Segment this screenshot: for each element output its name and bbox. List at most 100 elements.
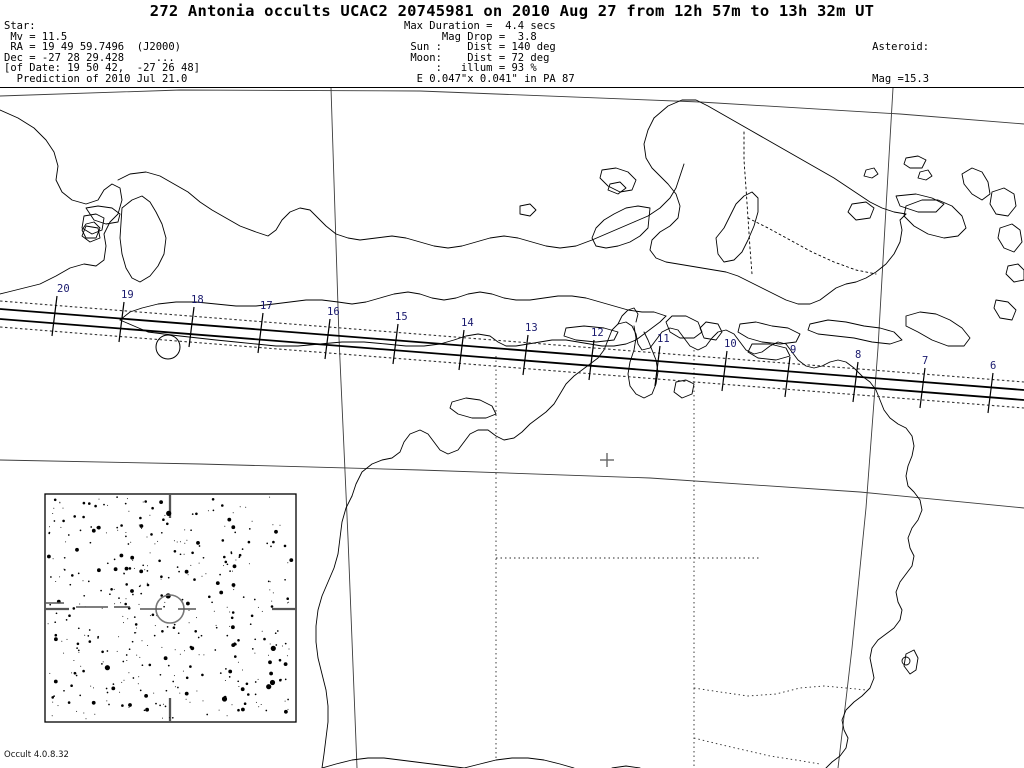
star-point	[88, 629, 91, 631]
star-point	[251, 648, 254, 650]
star-point	[123, 622, 124, 624]
star-point	[127, 618, 129, 620]
star-point	[101, 650, 104, 654]
star-point	[98, 498, 100, 500]
island-sulawesi-sw	[715, 191, 759, 263]
star-point	[75, 672, 77, 674]
star-point	[190, 564, 192, 566]
star-point	[207, 510, 209, 512]
star-point	[100, 589, 102, 592]
star-point	[215, 626, 218, 629]
coast-south-aus	[321, 757, 465, 768]
star-point	[254, 681, 257, 683]
path-centre-south	[0, 318, 1024, 401]
star-point	[126, 660, 128, 661]
star-point	[263, 637, 266, 641]
star-point	[196, 690, 198, 692]
star-point	[101, 663, 103, 665]
star-point	[221, 504, 224, 507]
star-point	[274, 529, 278, 534]
coastlines-australia	[315, 307, 923, 768]
star-point	[182, 670, 184, 672]
star-point	[249, 623, 252, 626]
coastlines-indonesia	[0, 109, 1017, 361]
inset-star-field	[47, 496, 294, 720]
star-point	[288, 648, 290, 650]
star-point	[184, 542, 186, 544]
star-point	[93, 687, 94, 689]
star-point	[161, 646, 163, 648]
map-canvas[interactable]: 20 19 18 17 16 15 14 13 12 11 10 9 8 7 6	[0, 88, 1024, 768]
star-point	[278, 658, 282, 662]
star-point	[187, 574, 189, 576]
star-point	[194, 630, 197, 633]
island-kangaroo	[611, 765, 641, 768]
star-point	[106, 650, 109, 652]
tick-12	[588, 339, 595, 381]
star-point	[55, 581, 57, 582]
star-point	[201, 575, 203, 577]
star-point	[218, 709, 220, 711]
star-point	[162, 703, 164, 705]
star-point	[230, 552, 233, 555]
path-centre-north	[0, 308, 1024, 391]
star-point	[53, 507, 55, 509]
star-point	[48, 531, 51, 534]
time-label: 20	[57, 283, 70, 295]
star-point	[153, 692, 155, 694]
meridian-120E	[330, 88, 358, 768]
star-point	[201, 673, 204, 677]
star-point	[125, 654, 128, 656]
star-point	[149, 552, 151, 554]
star-point	[54, 621, 57, 624]
star-point	[184, 569, 189, 574]
star-point	[62, 519, 65, 523]
star-point	[140, 584, 142, 586]
star-point	[237, 680, 240, 683]
star-point	[61, 640, 63, 642]
star-point	[52, 513, 54, 514]
island-new-britain	[903, 199, 967, 239]
star-point	[226, 563, 229, 566]
star-point	[172, 626, 176, 629]
occultation-path	[0, 300, 1024, 409]
star-point	[219, 590, 224, 595]
star-point	[142, 564, 145, 567]
star-point	[94, 713, 96, 715]
star-point	[54, 637, 58, 642]
star-point	[144, 694, 149, 698]
star-point	[72, 607, 76, 610]
star-point	[130, 555, 135, 560]
star-point	[247, 540, 251, 544]
star-point	[190, 646, 195, 651]
tick-6	[987, 372, 994, 414]
star-point	[155, 702, 157, 705]
star-point	[179, 692, 181, 694]
star-point	[106, 700, 108, 702]
star-point	[266, 684, 272, 690]
star-point	[138, 524, 140, 526]
star-point	[261, 630, 263, 632]
star-point	[287, 708, 289, 710]
star-point	[270, 545, 272, 548]
star-point	[237, 708, 240, 712]
star-point	[275, 644, 278, 646]
star-point	[134, 631, 136, 634]
star-point	[229, 611, 231, 613]
star-point	[139, 524, 144, 528]
star-point	[228, 676, 231, 678]
star-point	[54, 633, 58, 637]
star-point	[102, 661, 104, 663]
star-point	[241, 707, 245, 712]
star-point	[160, 578, 162, 580]
star-point	[153, 634, 156, 637]
star-point	[279, 524, 281, 526]
island-small-b	[519, 203, 537, 217]
star-point	[211, 601, 213, 604]
tick-13	[522, 334, 529, 376]
tick-20	[51, 295, 58, 337]
star-point	[162, 518, 165, 521]
meridian-150E	[837, 88, 894, 768]
coastlines-new-guinea	[591, 99, 1024, 305]
star-point	[136, 627, 137, 629]
